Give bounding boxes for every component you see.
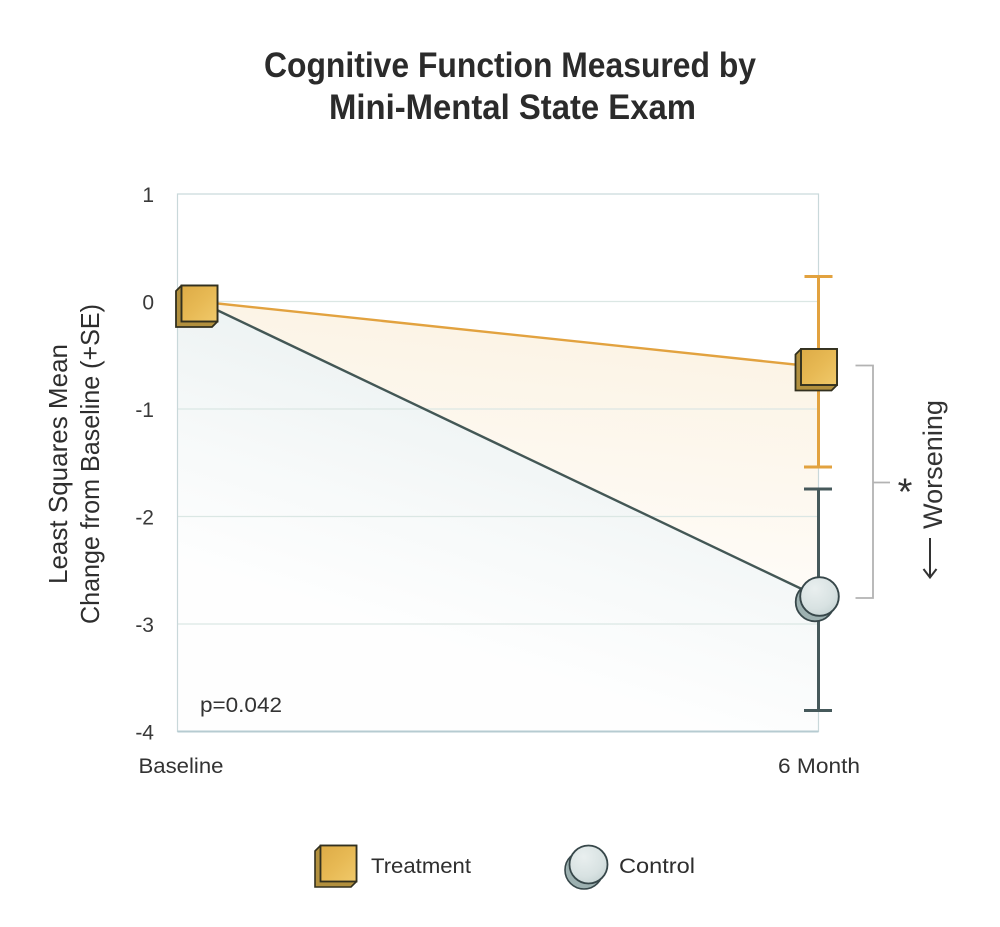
svg-text:Baseline: Baseline (139, 755, 224, 778)
svg-text:6 Month: 6 Month (778, 755, 860, 778)
svg-text:-1: -1 (135, 399, 154, 422)
svg-text:Mini-Mental State Exam: Mini-Mental State Exam (329, 88, 696, 127)
svg-text:0: 0 (142, 292, 154, 315)
svg-text:*: * (898, 472, 913, 514)
svg-text:1: 1 (142, 184, 154, 207)
svg-text:Worsening: Worsening (918, 400, 948, 529)
svg-text:Treatment: Treatment (371, 855, 471, 878)
svg-text:Cognitive Function Measured by: Cognitive Function Measured by (264, 46, 756, 85)
svg-text:-2: -2 (135, 507, 154, 530)
svg-text:Least Squares Mean: Least Squares Mean (43, 344, 73, 584)
svg-text:Change from Baseline (+SE): Change from Baseline (+SE) (75, 304, 105, 624)
svg-text:-3: -3 (135, 614, 154, 637)
svg-text:Control: Control (619, 855, 695, 878)
svg-text:p=0.042: p=0.042 (200, 694, 282, 717)
svg-text:-4: -4 (135, 722, 154, 745)
